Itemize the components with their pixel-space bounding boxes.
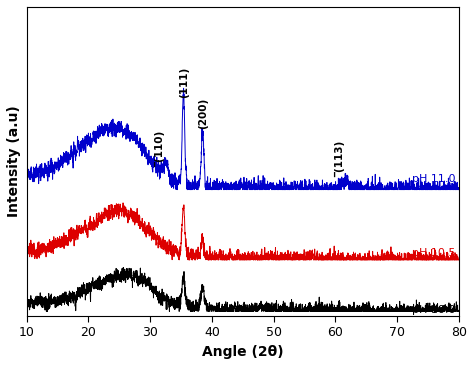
X-axis label: Angle (2θ): Angle (2θ) [202, 345, 283, 359]
Text: pH 11.0: pH 11.0 [412, 174, 456, 184]
Text: (111): (111) [179, 67, 189, 98]
Text: ̅(113): ̅(113) [340, 146, 350, 177]
Text: pH 10.0: pH 10.0 [412, 305, 456, 315]
Text: ̅(110): ̅(110) [161, 136, 171, 167]
Text: pH 10.5: pH 10.5 [412, 248, 456, 258]
Y-axis label: Intensity (a.u): Intensity (a.u) [7, 106, 21, 217]
Text: (200): (200) [198, 97, 208, 129]
